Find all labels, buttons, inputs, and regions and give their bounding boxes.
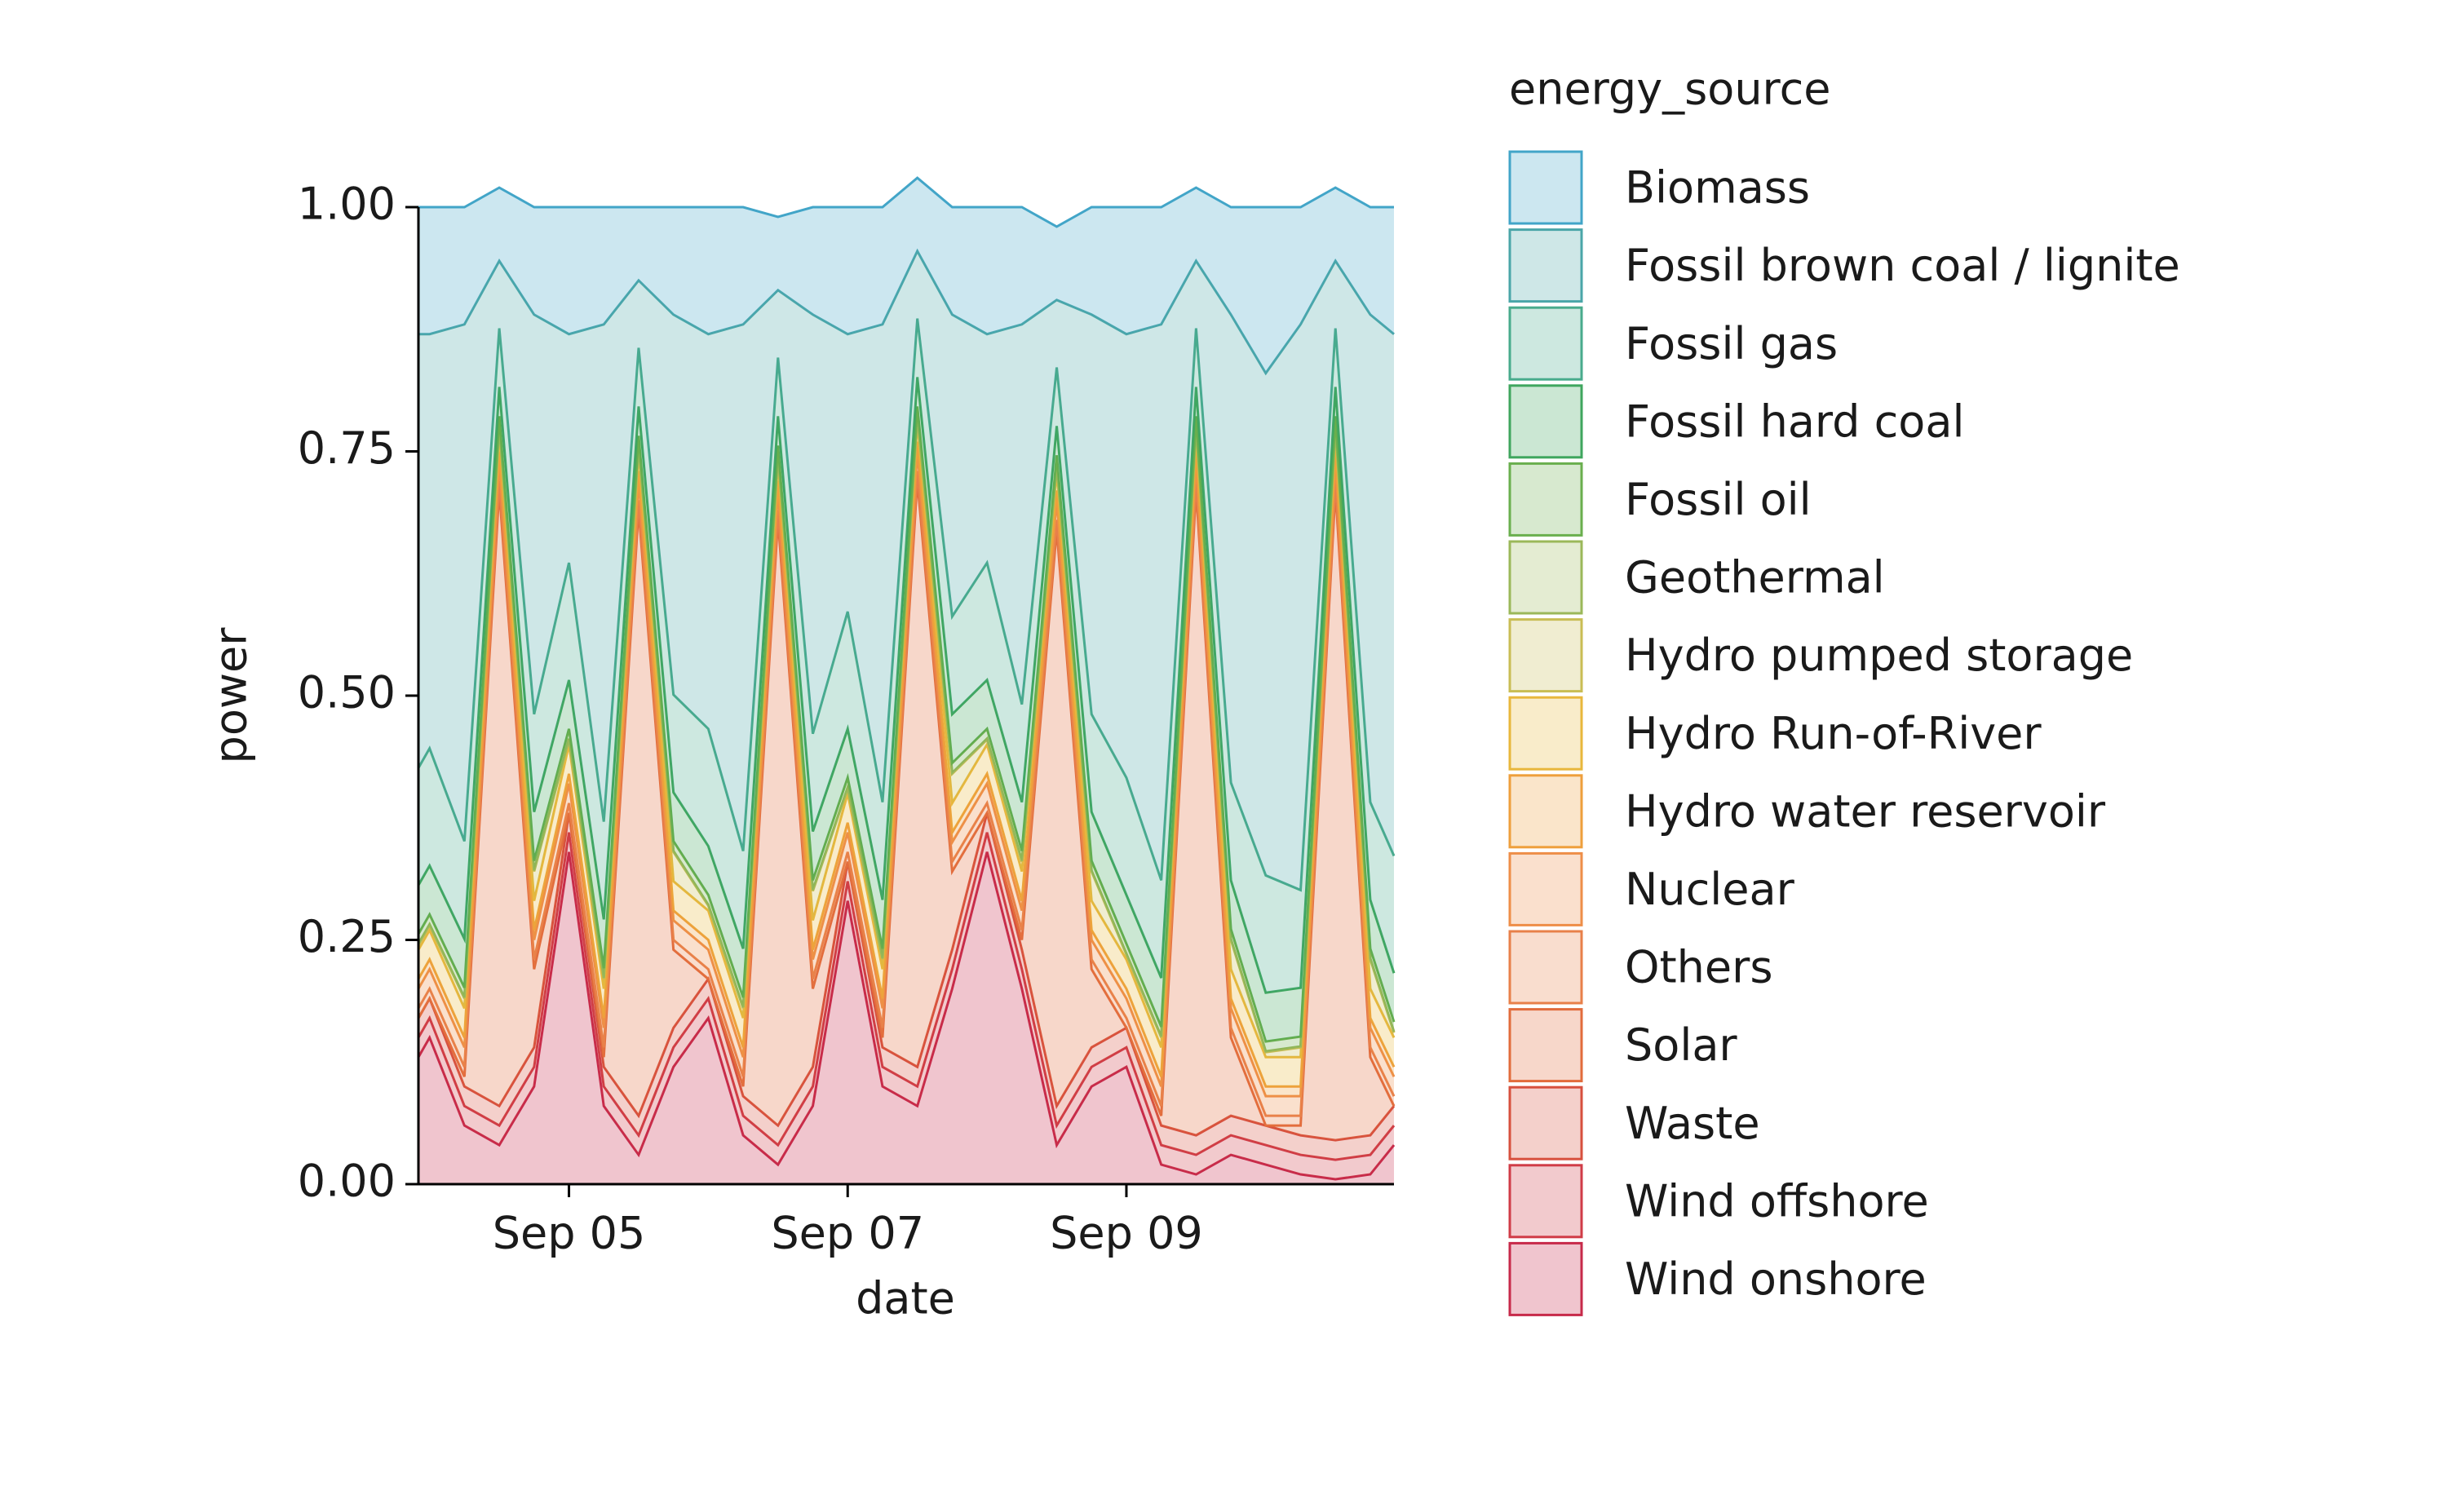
area-line — [417, 851, 1396, 1181]
x-tick-label: Sep 05 — [493, 1208, 646, 1259]
area — [418, 250, 1394, 891]
y-axis-label: power — [206, 627, 257, 764]
legend-label: Waste — [1625, 1098, 1760, 1149]
legend-label: Hydro pumped storage — [1625, 630, 2133, 681]
x-axis-label: date — [856, 1273, 955, 1324]
legend-swatch — [1508, 540, 1583, 615]
legend-swatch — [1508, 384, 1583, 459]
area-line — [418, 176, 1394, 228]
legend-label: Others — [1625, 942, 1772, 993]
legend-label: Wind onshore — [1625, 1253, 1927, 1305]
legend-label: Fossil gas — [1625, 318, 1838, 369]
x-tick-label: Sep 09 — [1050, 1208, 1203, 1259]
plot-area — [417, 176, 1396, 1184]
legend-swatch — [1508, 1008, 1583, 1083]
legend-swatch — [1508, 150, 1583, 225]
legend-label: Nuclear — [1625, 864, 1795, 915]
legend-label: Wind offshore — [1625, 1175, 1929, 1227]
y-tick-label: 0.75 — [298, 422, 396, 474]
legend-label: Biomass — [1625, 162, 1810, 214]
area — [418, 812, 1394, 1161]
legend-swatch — [1508, 930, 1583, 1005]
legend-swatch — [1508, 1241, 1583, 1316]
y-tick-label: 0.00 — [298, 1156, 396, 1207]
y-tick-label: 0.25 — [298, 911, 396, 962]
legend-title: energy_source — [1509, 64, 1830, 115]
area-line — [417, 441, 1396, 1088]
area — [418, 851, 1394, 1184]
area-line — [418, 248, 1395, 376]
legend-swatch — [1508, 306, 1583, 381]
legend-swatch — [1508, 1164, 1583, 1239]
legend-label: Hydro water reservoir — [1625, 785, 2106, 837]
legend-label: Solar — [1625, 1019, 1737, 1071]
legend-label: Geothermal — [1625, 552, 1885, 603]
legend-swatch — [1508, 851, 1583, 926]
legend-label: Fossil hard coal — [1625, 396, 1964, 447]
legend-label: Fossil oil — [1625, 474, 1812, 525]
area — [418, 318, 1394, 993]
area-line — [417, 377, 1396, 994]
x-tick-label: Sep 07 — [771, 1208, 924, 1259]
legend-swatch — [1508, 696, 1583, 771]
y-tick-label: 0.50 — [298, 667, 396, 718]
area — [418, 178, 1394, 374]
area-line — [417, 832, 1396, 1161]
area-line — [417, 812, 1396, 1142]
legend-swatch — [1508, 1085, 1583, 1161]
legend-swatch — [1508, 774, 1583, 849]
area — [418, 480, 1394, 1141]
area-line — [417, 318, 1396, 892]
legend-label: Fossil brown coal / lignite — [1625, 240, 2180, 291]
area — [418, 832, 1394, 1180]
legend-swatch — [1508, 618, 1583, 693]
legend-label: Hydro Run-of-River — [1625, 708, 2042, 759]
y-tick-label: 1.00 — [298, 179, 396, 230]
legend-swatch — [1508, 462, 1583, 537]
area-line — [417, 406, 1396, 1043]
legend-swatch — [1508, 228, 1583, 303]
